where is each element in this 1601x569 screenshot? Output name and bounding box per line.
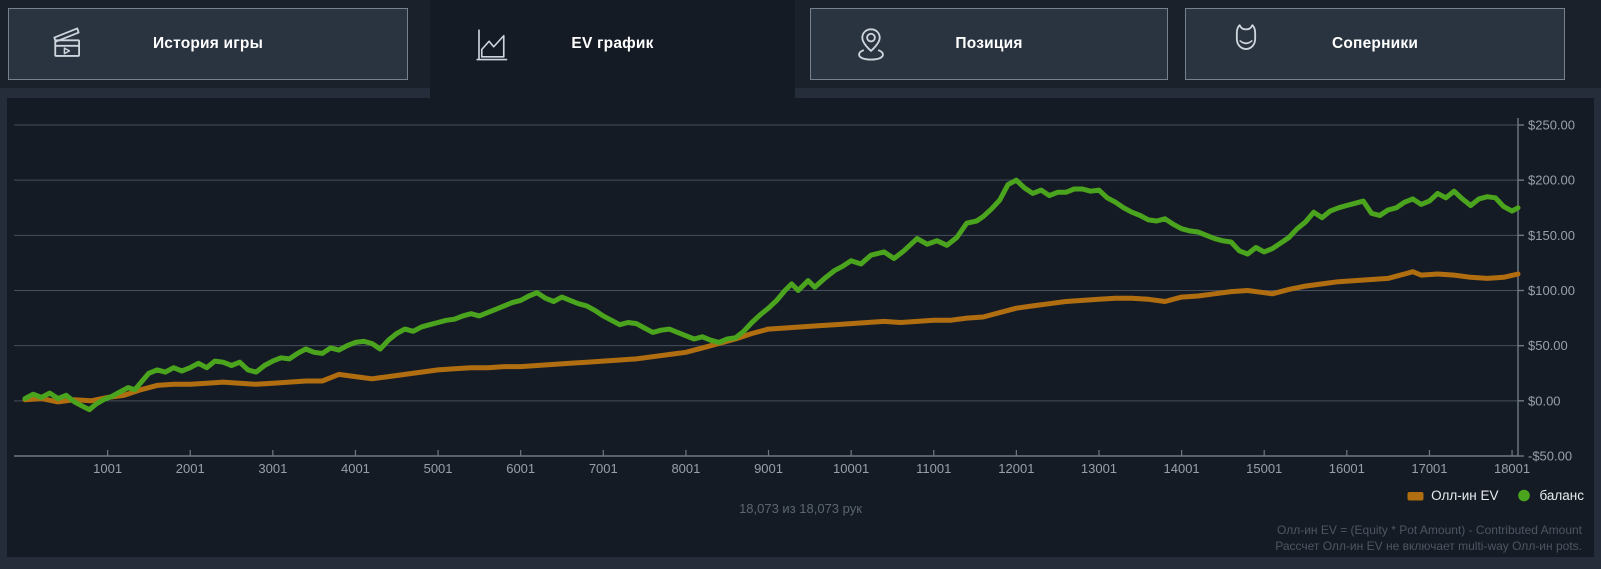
svg-text:5001: 5001 [424,461,453,476]
svg-text:9001: 9001 [754,461,783,476]
legend-label: Олл-ин EV [1431,488,1499,503]
tab-label: EV график [571,35,654,52]
legend-item-allin-ev[interactable]: Олл-ин EV [1407,488,1498,503]
location-pin-icon [858,28,884,61]
svg-text:4001: 4001 [341,461,370,476]
svg-text:$250.00: $250.00 [1528,118,1575,133]
svg-text:11001: 11001 [916,461,951,476]
legend-item-balance[interactable]: баланс [1516,488,1584,503]
ev-chart-svg: $250.00 $200.00 $150.00 $100.00 $50.00 $0.00 -… [14,118,1575,476]
svg-text:-$50.00: -$50.00 [1528,449,1572,464]
tab-label: История игры [152,35,264,52]
tab-opponents[interactable]: Соперники [1185,8,1565,80]
tab-label: Соперники [1331,35,1419,52]
svg-text:6001: 6001 [506,461,535,476]
svg-text:$150.00: $150.00 [1528,228,1575,243]
svg-text:10001: 10001 [833,461,869,476]
svg-text:16001: 16001 [1329,461,1365,476]
tab-game-history[interactable]: История игры [8,8,408,80]
svg-text:7001: 7001 [589,461,618,476]
legend-label: баланс [1539,488,1584,503]
svg-text:$100.00: $100.00 [1528,283,1575,298]
svg-text:12001: 12001 [998,461,1034,476]
svg-text:8001: 8001 [671,461,700,476]
balance-swatch-icon [1518,489,1531,502]
svg-text:18001: 18001 [1494,461,1530,476]
tab-ev-graph[interactable]: EV график [430,0,795,98]
svg-text:1001: 1001 [93,461,122,476]
svg-text:17001: 17001 [1411,461,1447,476]
svg-text:15001: 15001 [1246,461,1282,476]
tab-bar: История игры EV график Позиция Соперники [0,0,1601,98]
svg-text:14001: 14001 [1164,461,1200,476]
allin-ev-swatch-icon [1407,491,1424,500]
ev-chart-panel: $250.00 $200.00 $150.00 $100.00 $50.00 $0.00 -… [7,98,1594,557]
svg-text:$0.00: $0.00 [1528,393,1561,408]
footnote-line: Олл-ин EV = (Equity * Pot Amount) - Cont… [1277,523,1582,537]
chart-legend: Олл-ин EV баланс [1407,488,1584,503]
clapperboard-icon [53,27,80,57]
svg-text:2001: 2001 [176,461,205,476]
tab-position[interactable]: Позиция [810,8,1168,80]
footnote-line: Рассчет Олл-ин EV не включает multi-way … [1275,539,1582,553]
opponent-devil-icon [1235,24,1257,50]
ev-footnotes: Олл-ин EV = (Equity * Pot Amount) - Cont… [1275,522,1582,554]
svg-text:3001: 3001 [258,461,287,476]
tab-label: Позиция [955,35,1023,52]
svg-text:$200.00: $200.00 [1528,173,1575,188]
area-chart-icon [476,29,508,61]
svg-text:13001: 13001 [1081,461,1117,476]
svg-text:$50.00: $50.00 [1528,338,1568,353]
hands-count-caption: 18,073 из 18,073 рук [739,501,862,516]
